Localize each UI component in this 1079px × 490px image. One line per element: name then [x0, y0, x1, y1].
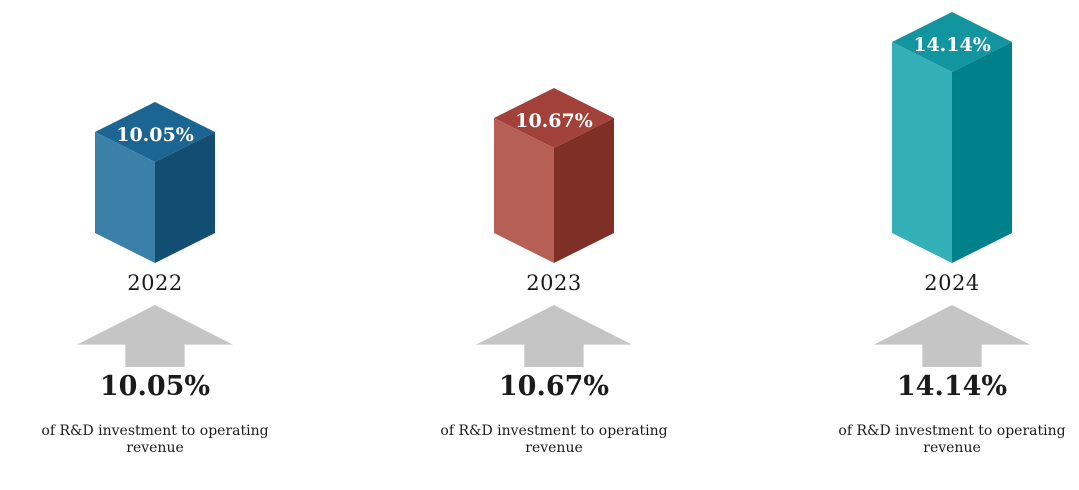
percentage-label: 10.05%	[99, 371, 211, 402]
description-text: of R&D investment to operating revenue	[792, 423, 1079, 457]
bar-3d-column: 14.14%	[891, 12, 1013, 263]
description-text: of R&D investment to operating revenue	[0, 423, 315, 457]
bar-top-value-label: 10.67%	[515, 110, 593, 132]
up-arrow-icon	[77, 305, 233, 367]
left-face	[95, 132, 155, 263]
right-face	[952, 42, 1012, 263]
left-face	[494, 118, 554, 263]
year-label: 2024	[924, 271, 980, 295]
description-text: of R&D investment to operating revenue	[394, 423, 714, 457]
chart-group-2022: 10.05% 2022 10.05% of R&D investment to …	[0, 0, 315, 490]
description-text-inner: of R&D investment to operating revenue	[838, 423, 1066, 456]
year-label: 2022	[127, 271, 183, 295]
description-text-inner: of R&D investment to operating revenue	[41, 423, 269, 456]
bar-3d-column: 10.05%	[94, 102, 216, 263]
bar-3d-column: 10.67%	[493, 88, 615, 263]
percentage-label: 14.14%	[896, 371, 1008, 402]
chart-group-2024: 14.14% 2024 14.14% of R&D investment to …	[792, 0, 1079, 490]
bar-top-value-label: 10.05%	[116, 124, 194, 146]
right-face	[554, 118, 614, 263]
right-face	[155, 132, 215, 263]
up-arrow-icon	[874, 305, 1030, 367]
percentage-label: 10.67%	[498, 371, 610, 402]
description-text-inner: of R&D investment to operating revenue	[440, 423, 668, 456]
left-face	[892, 42, 952, 263]
up-arrow-icon	[476, 305, 632, 367]
bar-top-value-label: 14.14%	[913, 34, 991, 56]
chart-group-2023: 10.67% 2023 10.67% of R&D investment to …	[394, 0, 714, 490]
year-label: 2023	[526, 271, 582, 295]
